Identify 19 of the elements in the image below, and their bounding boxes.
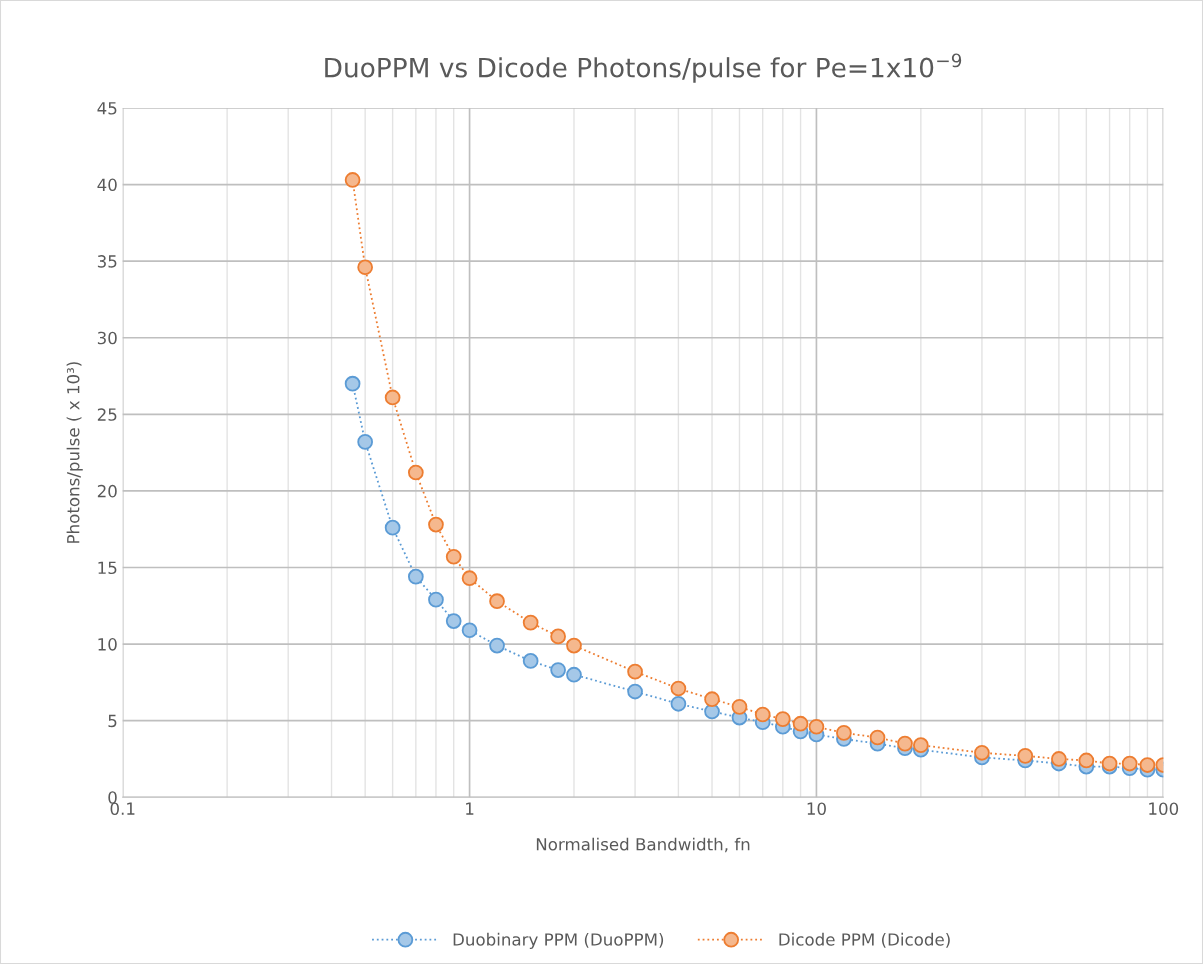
y-tick-label: 15	[98, 561, 117, 575]
y-tick-label: 25	[97, 408, 117, 421]
legend-label: Dicode PPM (Dicode)	[779, 932, 950, 948]
y-tick-label: 0	[108, 791, 117, 804]
chart-title: DuoPPM vs Dicode Photons/pulse for Pe=1x10$^{−9}$	[325, 53, 962, 83]
y-tick-label: 20	[97, 484, 117, 498]
y-tick-label: 5	[108, 714, 117, 728]
x-axis-title: Normalised Bandwidth, fn	[536, 837, 750, 853]
y-tick-label: 45	[97, 102, 117, 115]
x-tick-label: 0.1	[110, 802, 135, 815]
y-tick-label: 30	[97, 331, 117, 345]
y-tick-label: 10	[98, 638, 117, 651]
x-tick-label: 100	[1149, 802, 1179, 815]
x-tick-label: 10	[807, 802, 826, 815]
y-axis-title: Photons/pulse ( x 10³)	[66, 362, 83, 543]
legend-label: Duobinary PPM (DuoPPM)	[453, 932, 664, 949]
x-tick-label: 1	[466, 802, 474, 815]
y-tick-label: 40	[97, 178, 117, 192]
y-tick-label: 35	[97, 255, 117, 268]
